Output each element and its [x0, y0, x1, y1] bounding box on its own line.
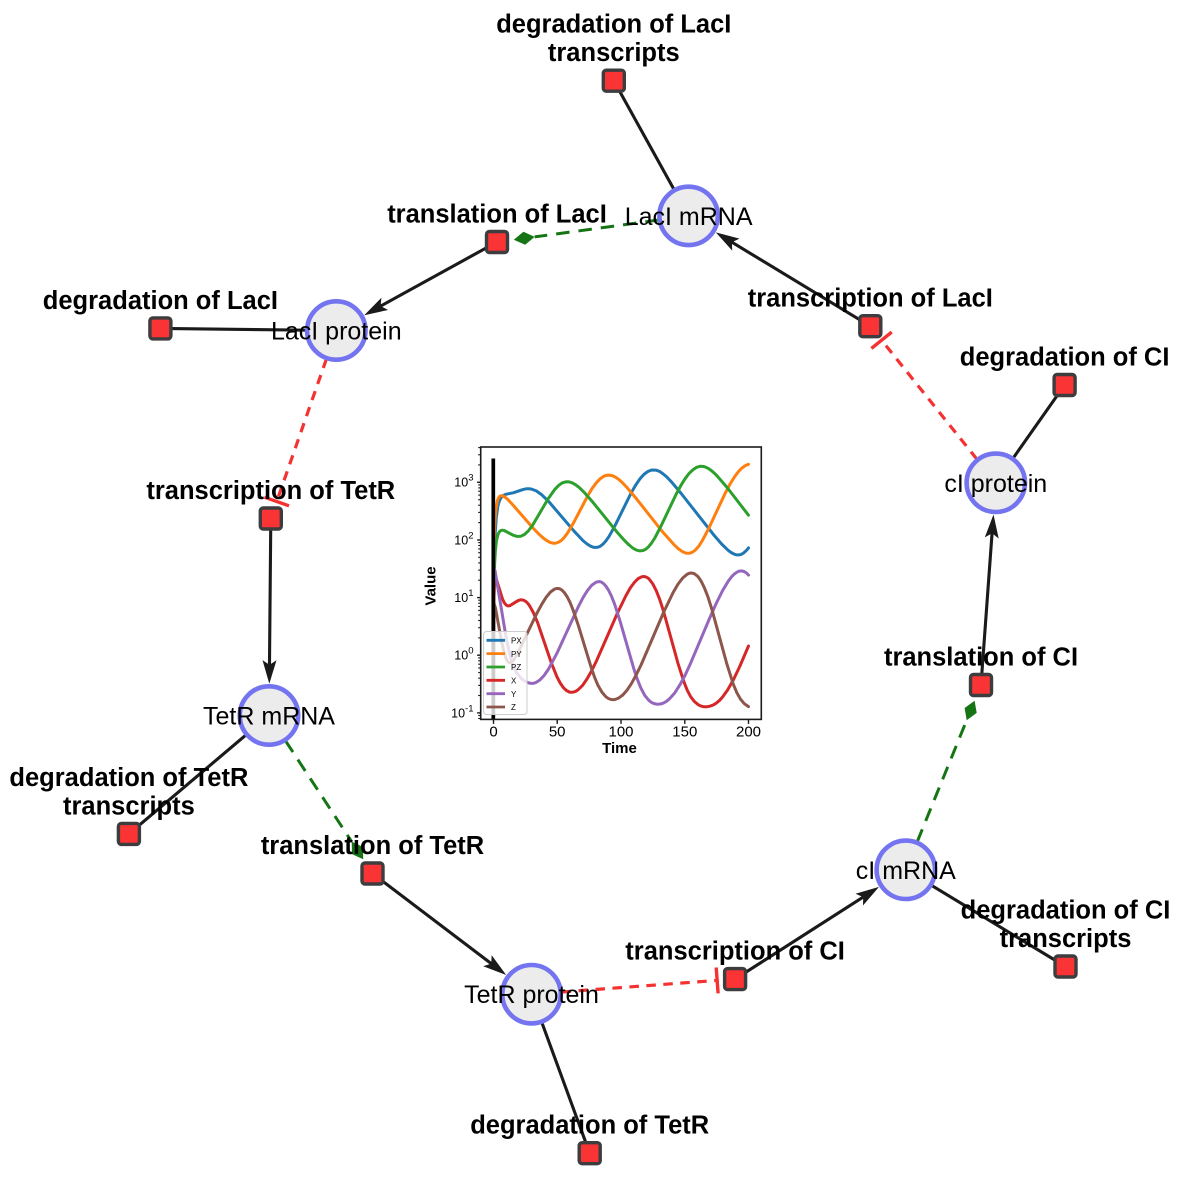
svg-text:translation of TetR: translation of TetR [261, 832, 484, 860]
svg-text:transcripts: transcripts [63, 792, 195, 820]
svg-text:PX: PX [511, 637, 522, 646]
svg-text:Time: Time [602, 740, 637, 757]
svg-text:transcription of LacI: transcription of LacI [748, 285, 993, 313]
svg-text:Value: Value [423, 566, 440, 605]
svg-text:100: 100 [608, 724, 633, 741]
svg-text:degradation of TetR: degradation of TetR [470, 1112, 709, 1140]
svg-text:150: 150 [672, 724, 697, 741]
svg-text:transcripts: transcripts [548, 39, 680, 67]
svg-text:degradation of LacI: degradation of LacI [496, 11, 731, 39]
svg-text:translation of CI: translation of CI [884, 644, 1078, 672]
svg-text:PZ: PZ [511, 663, 521, 672]
svg-text:PY: PY [511, 650, 522, 659]
svg-text:LacI protein: LacI protein [271, 318, 402, 346]
svg-text:cI mRNA: cI mRNA [856, 857, 956, 885]
svg-text:transcription of TetR: transcription of TetR [146, 477, 395, 505]
svg-text:X: X [511, 677, 517, 686]
svg-text:LacI mRNA: LacI mRNA [625, 203, 753, 231]
svg-text:transcription of CI: transcription of CI [625, 938, 845, 966]
svg-text:degradation of LacI: degradation of LacI [43, 287, 278, 315]
svg-text:Z: Z [511, 703, 516, 712]
svg-text:TetR mRNA: TetR mRNA [203, 703, 335, 731]
svg-text:Y: Y [511, 690, 517, 699]
svg-text:degradation of TetR: degradation of TetR [9, 764, 248, 792]
svg-text:cI protein: cI protein [944, 470, 1047, 498]
svg-text:transcripts: transcripts [1000, 925, 1132, 953]
svg-text:50: 50 [549, 724, 566, 741]
svg-text:degradation of CI: degradation of CI [961, 897, 1171, 925]
svg-text:translation of LacI: translation of LacI [387, 201, 607, 229]
svg-text:200: 200 [736, 724, 761, 741]
svg-text:degradation of CI: degradation of CI [960, 344, 1170, 372]
svg-text:0: 0 [489, 724, 497, 741]
svg-text:TetR protein: TetR protein [464, 981, 599, 1009]
